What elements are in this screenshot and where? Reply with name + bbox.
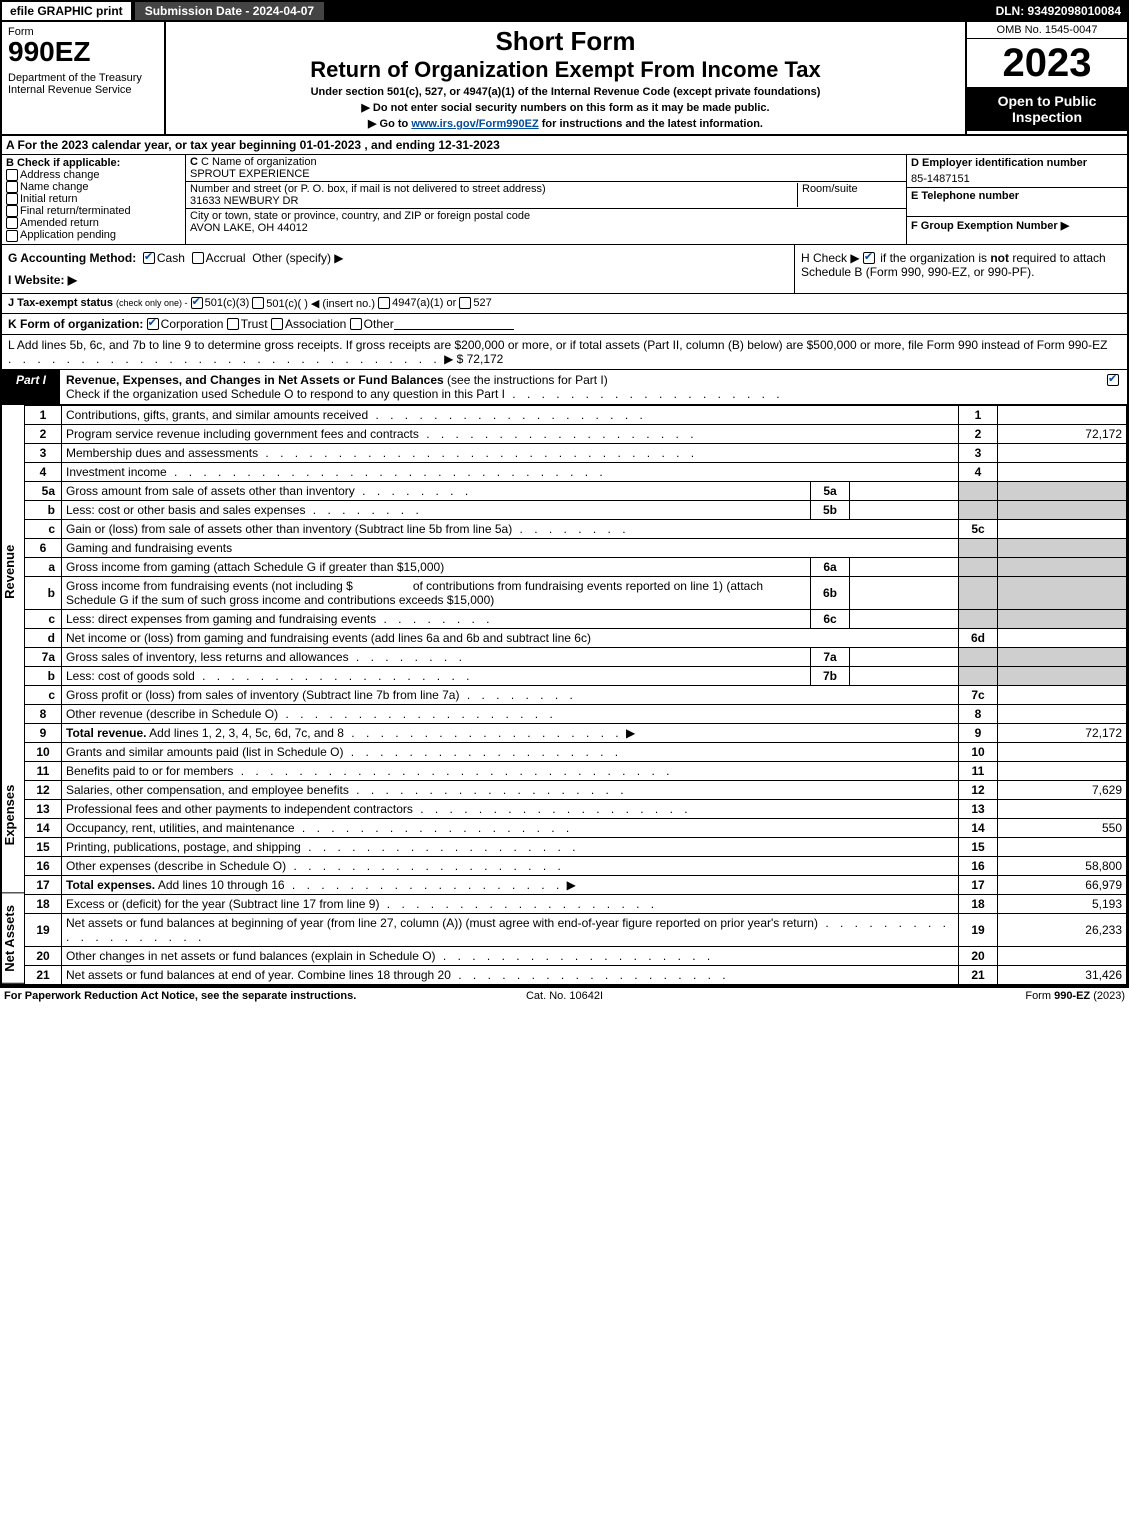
- chk-amended[interactable]: [6, 217, 18, 229]
- subtitle-2: ▶ Do not enter social security numbers o…: [172, 101, 959, 114]
- city: AVON LAKE, OH 44012: [190, 222, 308, 234]
- footer-center: Cat. No. 10642I: [378, 990, 752, 1002]
- chk-4947[interactable]: [378, 297, 390, 309]
- g-accounting: G Accounting Method: Cash Accrual Other …: [8, 251, 788, 265]
- chk-h[interactable]: [863, 252, 875, 264]
- chk-527[interactable]: [459, 297, 471, 309]
- val-9: 72,172: [998, 723, 1127, 742]
- side-netassets: Net Assets: [2, 894, 24, 984]
- room-suite: Room/suite: [797, 183, 902, 207]
- h-check: H Check ▶ if the organization is not req…: [794, 245, 1127, 293]
- part-1-header: Part I Revenue, Expenses, and Changes in…: [2, 370, 1127, 405]
- group-exemption: F Group Exemption Number ▶: [907, 217, 1127, 234]
- side-expenses: Expenses: [2, 737, 24, 893]
- dln: DLN: 93492098010084: [988, 0, 1129, 22]
- dept-treasury: Department of the Treasury: [8, 72, 158, 84]
- section-a: A For the 2023 calendar year, or tax yea…: [2, 136, 1127, 155]
- side-revenue: Revenue: [2, 405, 24, 738]
- subtitle-3: ▶ Go to www.irs.gov/Form990EZ for instru…: [172, 117, 959, 130]
- col-d: D Employer identification number 85-1487…: [906, 155, 1127, 244]
- addr-label: Number and street (or P. O. box, if mail…: [190, 183, 546, 195]
- val-2: 72,172: [998, 424, 1127, 443]
- ein-label: D Employer identification number: [911, 157, 1087, 169]
- chk-501c[interactable]: [252, 297, 264, 309]
- tel-label: E Telephone number: [911, 190, 1019, 202]
- val-21: 31,426: [998, 965, 1127, 984]
- submission-date: Submission Date - 2024-04-07: [134, 1, 325, 21]
- chk-other-org[interactable]: [350, 318, 362, 330]
- k-form-org: K Form of organization: Corporation Trus…: [2, 314, 1127, 335]
- chk-name[interactable]: [6, 181, 18, 193]
- addr: 31633 NEWBURY DR: [190, 195, 298, 207]
- header: Form 990EZ Department of the Treasury In…: [2, 22, 1127, 136]
- subtitle-1: Under section 501(c), 527, or 4947(a)(1)…: [172, 86, 959, 98]
- val-17: 66,979: [998, 875, 1127, 894]
- irs: Internal Revenue Service: [8, 84, 158, 96]
- open-public: Open to Public Inspection: [967, 87, 1127, 131]
- l-gross-receipts: L Add lines 5b, 6c, and 7b to line 9 to …: [2, 335, 1127, 370]
- chk-initial[interactable]: [6, 193, 18, 205]
- short-form: Short Form: [172, 26, 959, 57]
- chk-final[interactable]: [6, 205, 18, 217]
- chk-cash[interactable]: [143, 252, 155, 264]
- tax-year: 2023: [967, 39, 1127, 87]
- ein: 85-1487151: [907, 171, 1127, 188]
- form-number: 990EZ: [8, 38, 158, 66]
- val-18: 5,193: [998, 894, 1127, 913]
- footer-right: Form 990-EZ (2023): [751, 990, 1125, 1002]
- col-b: B Check if applicable: Address change Na…: [2, 155, 186, 244]
- chk-address[interactable]: [6, 169, 18, 181]
- part-badge: Part I: [2, 370, 60, 404]
- footer: For Paperwork Reduction Act Notice, see …: [0, 987, 1129, 1004]
- chk-schedule-o[interactable]: [1107, 374, 1119, 386]
- j-tax-exempt: J Tax-exempt status (check only one) - 5…: [2, 294, 1127, 314]
- val-16: 58,800: [998, 856, 1127, 875]
- chk-accrual[interactable]: [192, 252, 204, 264]
- top-bar: efile GRAPHIC print Submission Date - 20…: [0, 0, 1129, 22]
- chk-501c3[interactable]: [191, 297, 203, 309]
- omb-number: OMB No. 1545-0047: [967, 22, 1127, 39]
- city-label: City or town, state or province, country…: [190, 210, 530, 222]
- info-block: B Check if applicable: Address change Na…: [2, 155, 1127, 245]
- form-title: Return of Organization Exempt From Incom…: [172, 57, 959, 83]
- val-14: 550: [998, 818, 1127, 837]
- form-container: Form 990EZ Department of the Treasury In…: [0, 22, 1129, 987]
- i-website: I Website: ▶: [8, 273, 788, 287]
- chk-trust[interactable]: [227, 318, 239, 330]
- org-name-label: C C Name of organization: [190, 156, 317, 168]
- lines-table: 1Contributions, gifts, grants, and simil…: [25, 405, 1127, 985]
- efile-print-button[interactable]: efile GRAPHIC print: [1, 1, 132, 21]
- chk-pending[interactable]: [6, 230, 18, 242]
- val-19: 26,233: [998, 913, 1127, 946]
- chk-corp[interactable]: [147, 318, 159, 330]
- irs-link[interactable]: www.irs.gov/Form990EZ: [411, 118, 538, 130]
- chk-assoc[interactable]: [271, 318, 283, 330]
- val-12: 7,629: [998, 780, 1127, 799]
- col-c: C C Name of organization SPROUT EXPERIEN…: [186, 155, 906, 244]
- org-name: SPROUT EXPERIENCE: [190, 168, 310, 180]
- footer-left: For Paperwork Reduction Act Notice, see …: [4, 990, 378, 1002]
